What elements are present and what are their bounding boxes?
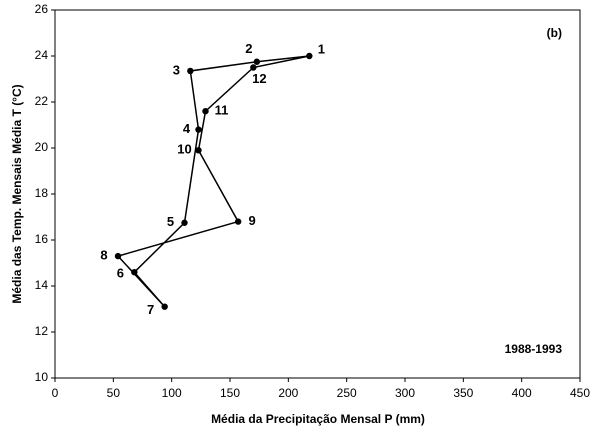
plot-frame	[54, 9, 581, 379]
point-label: 5	[167, 214, 174, 229]
point-label: 12	[252, 71, 266, 86]
period-label: 1988-1993	[505, 342, 563, 356]
closing-segment	[253, 55, 310, 69]
y-tick-label: 20	[35, 140, 49, 154]
data-point	[181, 219, 188, 226]
data-point	[131, 269, 138, 276]
data-point	[195, 126, 202, 133]
x-tick-label: 150	[220, 386, 240, 400]
y-tick-label: 10	[35, 370, 49, 384]
panel-label: (b)	[547, 26, 562, 40]
x-tick-label: 200	[278, 386, 298, 400]
point-label: 11	[215, 103, 229, 118]
x-tick-label: 0	[52, 386, 59, 400]
x-tick-label: 250	[337, 386, 357, 400]
series-line	[116, 55, 310, 308]
x-tick-label: 450	[570, 386, 590, 400]
y-tick-label: 24	[35, 48, 49, 62]
data-point	[250, 64, 257, 71]
x-tick-label: 100	[162, 386, 182, 400]
x-tick-label: 400	[512, 386, 532, 400]
x-axis-label: Média da Precipitação Mensal P (mm)	[211, 412, 425, 426]
point-label: 10	[177, 142, 191, 157]
data-point	[195, 147, 202, 154]
data-point	[253, 58, 261, 65]
point-label: 1	[318, 41, 325, 56]
y-tick-label: 16	[35, 232, 49, 246]
data-point	[187, 67, 194, 75]
x-tick-label: 50	[107, 386, 121, 400]
point-label: 3	[173, 62, 180, 77]
y-tick-label: 22	[35, 94, 49, 108]
data-point	[114, 252, 122, 260]
point-label: 7	[147, 302, 154, 317]
point-label: 2	[245, 41, 252, 56]
data-point	[202, 108, 209, 115]
point-label: 6	[117, 266, 124, 281]
data-point	[306, 52, 313, 60]
point-label: 4	[183, 121, 191, 136]
point-label: 8	[100, 248, 107, 263]
x-tick-label: 350	[453, 386, 473, 400]
y-axis-label: Média das Temp. Mensais Média T (°C)	[10, 84, 24, 303]
x-tick-label: 300	[395, 386, 415, 400]
y-tick-label: 18	[35, 186, 49, 200]
data-point	[234, 218, 242, 225]
point-label: 9	[249, 213, 256, 228]
y-tick-label: 12	[35, 324, 49, 338]
y-tick-label: 14	[35, 278, 49, 292]
data-point	[161, 303, 168, 310]
y-tick-label: 26	[35, 2, 49, 16]
